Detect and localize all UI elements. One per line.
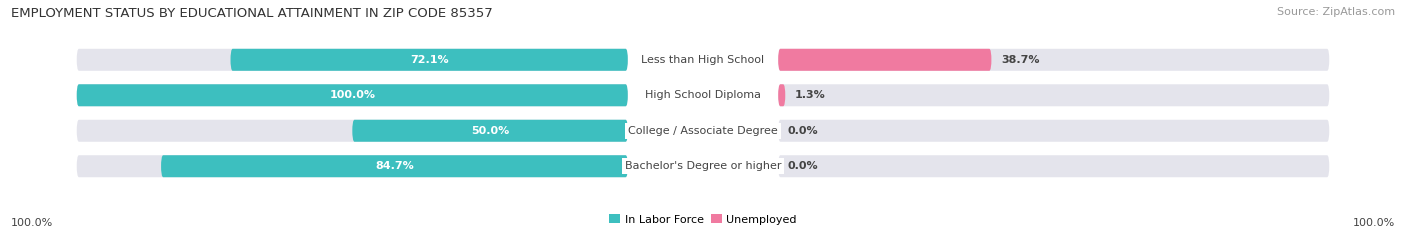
- FancyBboxPatch shape: [77, 84, 628, 106]
- FancyBboxPatch shape: [77, 155, 628, 177]
- FancyBboxPatch shape: [77, 120, 628, 142]
- Legend: In Labor Force, Unemployed: In Labor Force, Unemployed: [609, 214, 797, 225]
- FancyBboxPatch shape: [231, 49, 628, 71]
- FancyBboxPatch shape: [162, 155, 628, 177]
- Text: 0.0%: 0.0%: [787, 161, 818, 171]
- FancyBboxPatch shape: [778, 49, 1329, 71]
- Text: 0.0%: 0.0%: [787, 126, 818, 136]
- Text: 100.0%: 100.0%: [11, 218, 53, 228]
- FancyBboxPatch shape: [77, 84, 628, 106]
- Text: Source: ZipAtlas.com: Source: ZipAtlas.com: [1277, 7, 1395, 17]
- Text: 50.0%: 50.0%: [471, 126, 509, 136]
- Text: 1.3%: 1.3%: [794, 90, 825, 100]
- FancyBboxPatch shape: [353, 120, 628, 142]
- FancyBboxPatch shape: [778, 84, 786, 106]
- FancyBboxPatch shape: [77, 49, 628, 71]
- Text: 84.7%: 84.7%: [375, 161, 413, 171]
- FancyBboxPatch shape: [778, 155, 1329, 177]
- Text: Bachelor's Degree or higher: Bachelor's Degree or higher: [624, 161, 782, 171]
- Text: EMPLOYMENT STATUS BY EDUCATIONAL ATTAINMENT IN ZIP CODE 85357: EMPLOYMENT STATUS BY EDUCATIONAL ATTAINM…: [11, 7, 494, 20]
- FancyBboxPatch shape: [778, 49, 991, 71]
- Text: 72.1%: 72.1%: [409, 55, 449, 65]
- Text: 38.7%: 38.7%: [1001, 55, 1039, 65]
- Text: 100.0%: 100.0%: [1353, 218, 1395, 228]
- FancyBboxPatch shape: [778, 120, 1329, 142]
- FancyBboxPatch shape: [778, 84, 1329, 106]
- Text: 100.0%: 100.0%: [329, 90, 375, 100]
- Text: High School Diploma: High School Diploma: [645, 90, 761, 100]
- Text: College / Associate Degree: College / Associate Degree: [628, 126, 778, 136]
- Text: Less than High School: Less than High School: [641, 55, 765, 65]
